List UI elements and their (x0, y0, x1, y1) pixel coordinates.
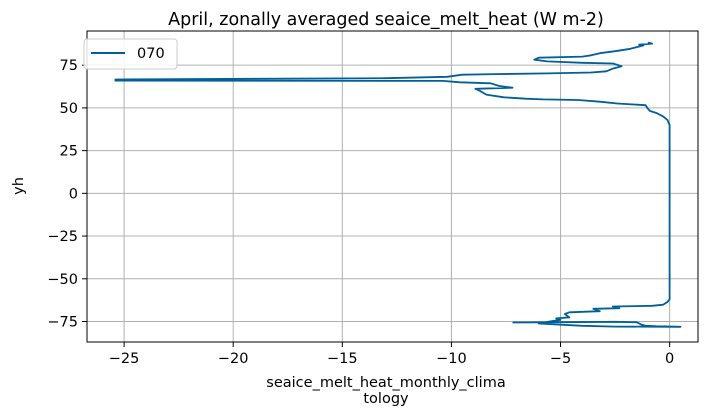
y-axis-label: yh (11, 177, 27, 195)
x-tick-label: −5 (550, 351, 571, 367)
y-tick-label: −50 (47, 272, 78, 288)
x-tick-label: −15 (327, 351, 358, 367)
y-tick-label: 0 (69, 186, 78, 202)
y-tick-label: 75 (60, 58, 78, 74)
legend-label: 070 (137, 46, 165, 62)
x-tick-label: −25 (109, 351, 140, 367)
x-axis-label-line-2: tology (363, 391, 409, 407)
series-layer (114, 41, 682, 328)
y-tick-label: 25 (60, 144, 78, 160)
series-line-070 (114, 41, 682, 328)
y-tick-label: −75 (47, 314, 78, 330)
x-tick-label: −10 (436, 351, 467, 367)
y-tick-label: −25 (47, 229, 78, 245)
x-tick-label: 0 (665, 351, 674, 367)
chart-title: April, zonally averaged seaice_melt_heat… (168, 10, 604, 30)
y-tick-label: 50 (60, 101, 78, 117)
x-tick-label: −20 (218, 351, 249, 367)
legend-box (83, 38, 178, 70)
x-axis-label-line-1: seaice_melt_heat_monthly_clima (266, 375, 505, 391)
plot-frame (86, 30, 699, 343)
legend: 070 (83, 38, 178, 70)
